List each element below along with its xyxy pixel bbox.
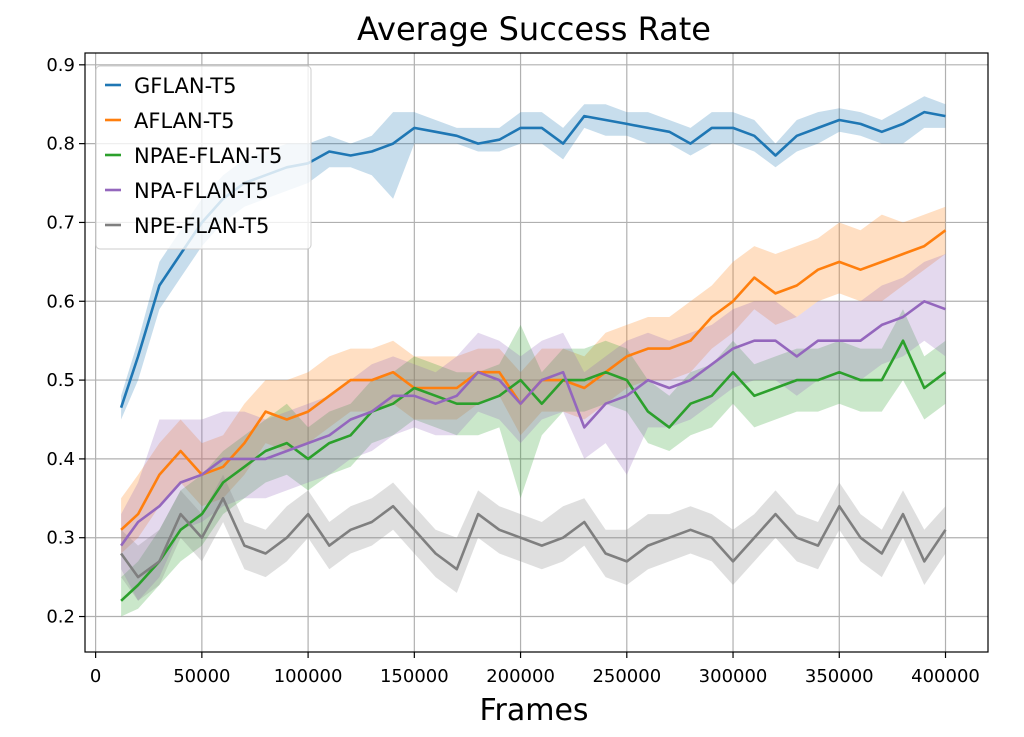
legend-box — [95, 65, 312, 250]
x-tick-label: 300000 — [699, 666, 768, 687]
legend-label-gflan-t5: GFLAN-T5 — [134, 74, 236, 98]
x-tick-label: 100000 — [274, 666, 343, 687]
y-tick-label: 0.5 — [46, 370, 75, 391]
band-npe-flan-t5 — [121, 474, 946, 601]
y-tick-label: 0.6 — [46, 291, 75, 312]
x-axis-label: Frames — [479, 693, 588, 728]
y-tick-label: 0.9 — [46, 55, 75, 76]
x-tick-label: 0 — [90, 666, 101, 687]
y-tick-label: 0.3 — [46, 528, 75, 549]
band-npae-flan-t5 — [121, 309, 946, 617]
band-npa-flan-t5 — [121, 254, 946, 601]
chart-title: Average Success Rate — [357, 10, 711, 48]
legend-label-npae-flan-t5: NPAE-FLAN-T5 — [134, 144, 282, 168]
legend-label-npe-flan-t5: NPE-FLAN-T5 — [134, 214, 269, 238]
legend-label-npa-flan-t5: NPA-FLAN-T5 — [134, 179, 269, 203]
x-tick-label: 50000 — [173, 666, 230, 687]
band-gflan-t5 — [121, 96, 946, 420]
line-npe-flan-t5 — [120, 496, 947, 579]
legend: GFLAN-T5 AFLAN-T5 NPAE-FLAN-T5 NPA-FLAN-T5 N… — [95, 65, 312, 250]
y-tick-label: 0.4 — [46, 449, 75, 470]
y-tick-label: 0.8 — [46, 134, 75, 155]
x-tick-label: 400000 — [911, 666, 980, 687]
x-tick-label: 350000 — [805, 666, 874, 687]
legend-label-aflan-t5: AFLAN-T5 — [134, 109, 235, 133]
x-tick-label: 250000 — [592, 666, 661, 687]
x-axis-ticks: 0 50000 100000 150000 200000 250000 300000 3500… — [90, 652, 980, 687]
x-tick-label: 200000 — [486, 666, 555, 687]
line-npa-flan-t5 — [120, 299, 946, 547]
y-tick-label: 0.2 — [46, 607, 75, 628]
y-axis-ticks: 0.2 0.3 0.4 0.5 0.6 0.7 0.8 0.9 — [46, 55, 85, 628]
plot-frame — [84, 52, 989, 653]
y-tick-label: 0.7 — [46, 212, 75, 233]
x-tick-label: 150000 — [380, 666, 449, 687]
